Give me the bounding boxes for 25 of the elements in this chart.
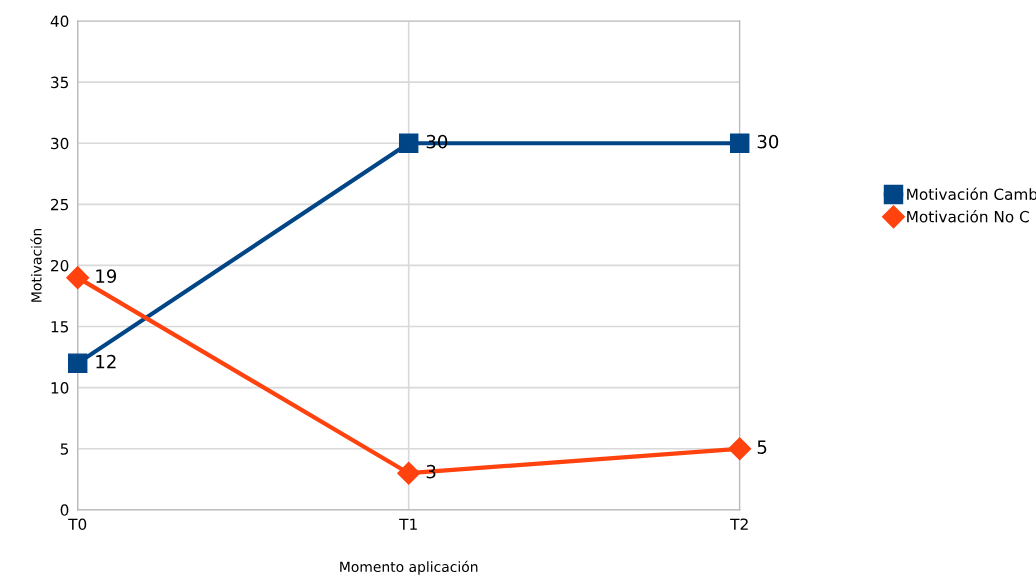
y-tick-label: 15	[51, 321, 69, 333]
y-axis-title: Motivación	[30, 228, 42, 302]
x-axis-title: Momento aplicación	[340, 560, 478, 575]
y-tick-label: 5	[60, 443, 69, 455]
data-label: 30	[426, 134, 448, 149]
point	[398, 133, 419, 153]
x-tick-label: T0	[68, 518, 87, 530]
y-tick-label: 30	[51, 137, 69, 150]
y-tick-label: 40	[50, 15, 69, 28]
point	[397, 461, 421, 485]
y-tick-label: 35	[51, 76, 69, 89]
legend-label: Motivación No C	[907, 209, 1029, 223]
y-tick-label: 25	[51, 198, 69, 211]
data-label: 19	[96, 269, 117, 283]
y-tick-label: 20	[51, 259, 69, 272]
point	[729, 133, 750, 153]
point	[67, 353, 88, 373]
y-tick-label: 10	[51, 382, 69, 394]
data-label: 30	[757, 134, 779, 149]
point	[728, 437, 752, 461]
x-tick-label: T1	[399, 518, 417, 530]
data-label: 12	[96, 354, 116, 369]
data-label: 5	[757, 440, 767, 454]
y-tick-label: 0	[60, 504, 69, 516]
x-tick-label: T2	[730, 518, 748, 530]
